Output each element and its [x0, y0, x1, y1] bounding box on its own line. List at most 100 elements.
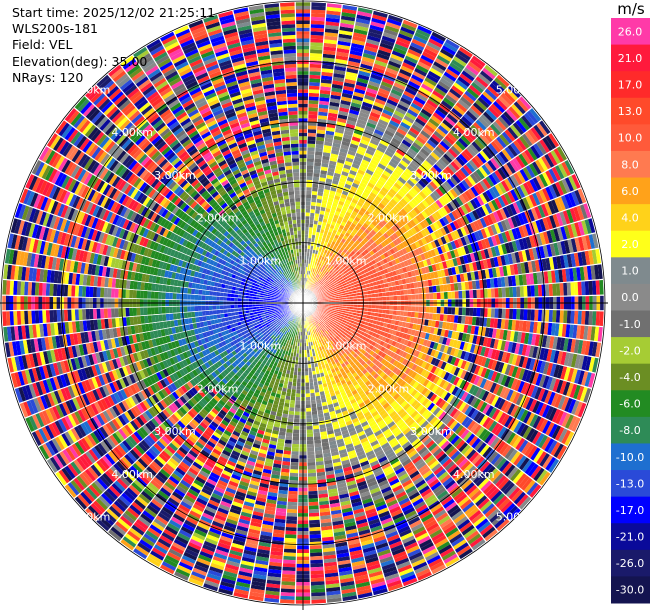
- velocity-gate: [352, 258, 358, 264]
- velocity-gate: [391, 50, 406, 59]
- velocity-gate: [308, 114, 318, 119]
- velocity-gate: [483, 111, 495, 123]
- velocity-gate: [461, 70, 475, 82]
- velocity-gate: [320, 272, 324, 277]
- velocity-gate: [359, 182, 367, 189]
- velocity-gate: [314, 154, 323, 160]
- velocity-gate: [317, 289, 321, 293]
- velocity-gate: [418, 191, 427, 200]
- velocity-gate: [322, 196, 329, 201]
- velocity-gate: [306, 194, 312, 199]
- velocity-gate: [349, 293, 354, 297]
- velocity-gate: [305, 216, 310, 220]
- velocity-gate: [504, 230, 512, 242]
- velocity-gate: [411, 294, 416, 300]
- velocity-gate: [509, 286, 514, 298]
- velocity-gate: [357, 7, 373, 14]
- velocity-gate: [490, 308, 495, 318]
- velocity-gate: [354, 261, 360, 266]
- velocity-gate: [455, 140, 466, 151]
- velocity-gate: [411, 242, 418, 250]
- velocity-gate: [324, 297, 328, 299]
- velocity-gate: [443, 252, 449, 261]
- velocity-gate: [317, 188, 324, 193]
- velocity-gate: [415, 306, 419, 312]
- velocity-gate: [427, 195, 435, 204]
- velocity-gate: [310, 574, 324, 579]
- velocity-gate: [390, 158, 400, 166]
- velocity-gate: [431, 213, 439, 222]
- velocity-gate: [404, 253, 410, 260]
- velocity-gate: [348, 57, 361, 64]
- velocity-gate: [392, 232, 399, 240]
- velocity-gate: [447, 307, 452, 315]
- velocity-gate: [338, 276, 344, 281]
- velocity-gate: [318, 104, 329, 109]
- velocity-gate: [384, 262, 390, 269]
- velocity-gate: [383, 206, 391, 214]
- velocity-gate: [309, 78, 321, 83]
- velocity-gate: [383, 268, 389, 274]
- velocity-gate: [305, 201, 311, 206]
- velocity-gate: [322, 290, 326, 294]
- velocity-gate: [422, 51, 436, 61]
- velocity-gate: [305, 389, 310, 394]
- velocity-gate: [348, 217, 354, 223]
- velocity-gate: [401, 118, 413, 127]
- velocity-gate: [419, 86, 432, 96]
- velocity-gate: [366, 122, 377, 129]
- velocity-gate: [317, 126, 326, 131]
- velocity-gate: [360, 63, 373, 70]
- velocity-gate: [323, 266, 328, 271]
- velocity-gate: [376, 146, 386, 154]
- velocity-gate: [494, 245, 501, 257]
- velocity-gate: [533, 143, 544, 157]
- velocity-gate: [389, 174, 398, 183]
- velocity-gate: [496, 136, 507, 149]
- velocity-gate: [309, 516, 320, 521]
- velocity-gate: [525, 236, 532, 249]
- velocity-gate: [357, 169, 366, 176]
- velocity-gate: [499, 208, 508, 220]
- velocity-gate: [374, 98, 386, 106]
- velocity-gate: [429, 136, 440, 146]
- velocity-gate: [563, 240, 571, 254]
- velocity-gate: [422, 145, 433, 154]
- velocity-gate: [329, 290, 334, 294]
- velocity-gate: [401, 93, 414, 103]
- velocity-gate: [484, 203, 493, 214]
- velocity-gate: [512, 122, 524, 135]
- velocity-gate: [329, 282, 334, 286]
- velocity-gate: [378, 119, 389, 127]
- velocity-gate: [458, 290, 463, 299]
- velocity-gate: [349, 169, 357, 176]
- velocity-gate: [561, 161, 571, 177]
- velocity-gate: [556, 212, 564, 227]
- velocity-gate: [496, 209, 504, 221]
- velocity-gate: [567, 224, 575, 239]
- velocity-gate: [447, 233, 454, 242]
- velocity-gate: [390, 88, 403, 97]
- velocity-gate: [308, 100, 319, 105]
- velocity-gate: [364, 172, 372, 179]
- velocity-gate: [388, 261, 394, 267]
- velocity-gate: [372, 132, 383, 140]
- velocity-gate: [315, 144, 324, 149]
- velocity-gate: [342, 248, 348, 254]
- velocity-gate: [343, 82, 355, 88]
- velocity-gate: [501, 243, 508, 255]
- velocity-gate: [451, 59, 465, 70]
- velocity-gate: [429, 272, 435, 279]
- velocity-gate: [576, 205, 585, 221]
- velocity-gate: [574, 222, 582, 237]
- velocity-gate: [339, 103, 350, 110]
- velocity-gate: [340, 144, 349, 150]
- velocity-gate: [330, 232, 336, 238]
- velocity-gate: [329, 157, 338, 162]
- velocity-gate: [318, 107, 329, 113]
- velocity-gate: [552, 310, 557, 323]
- velocity-gate: [383, 105, 395, 114]
- velocity-gate: [570, 282, 575, 296]
- velocity-gate: [304, 248, 308, 253]
- velocity-gate: [304, 241, 308, 246]
